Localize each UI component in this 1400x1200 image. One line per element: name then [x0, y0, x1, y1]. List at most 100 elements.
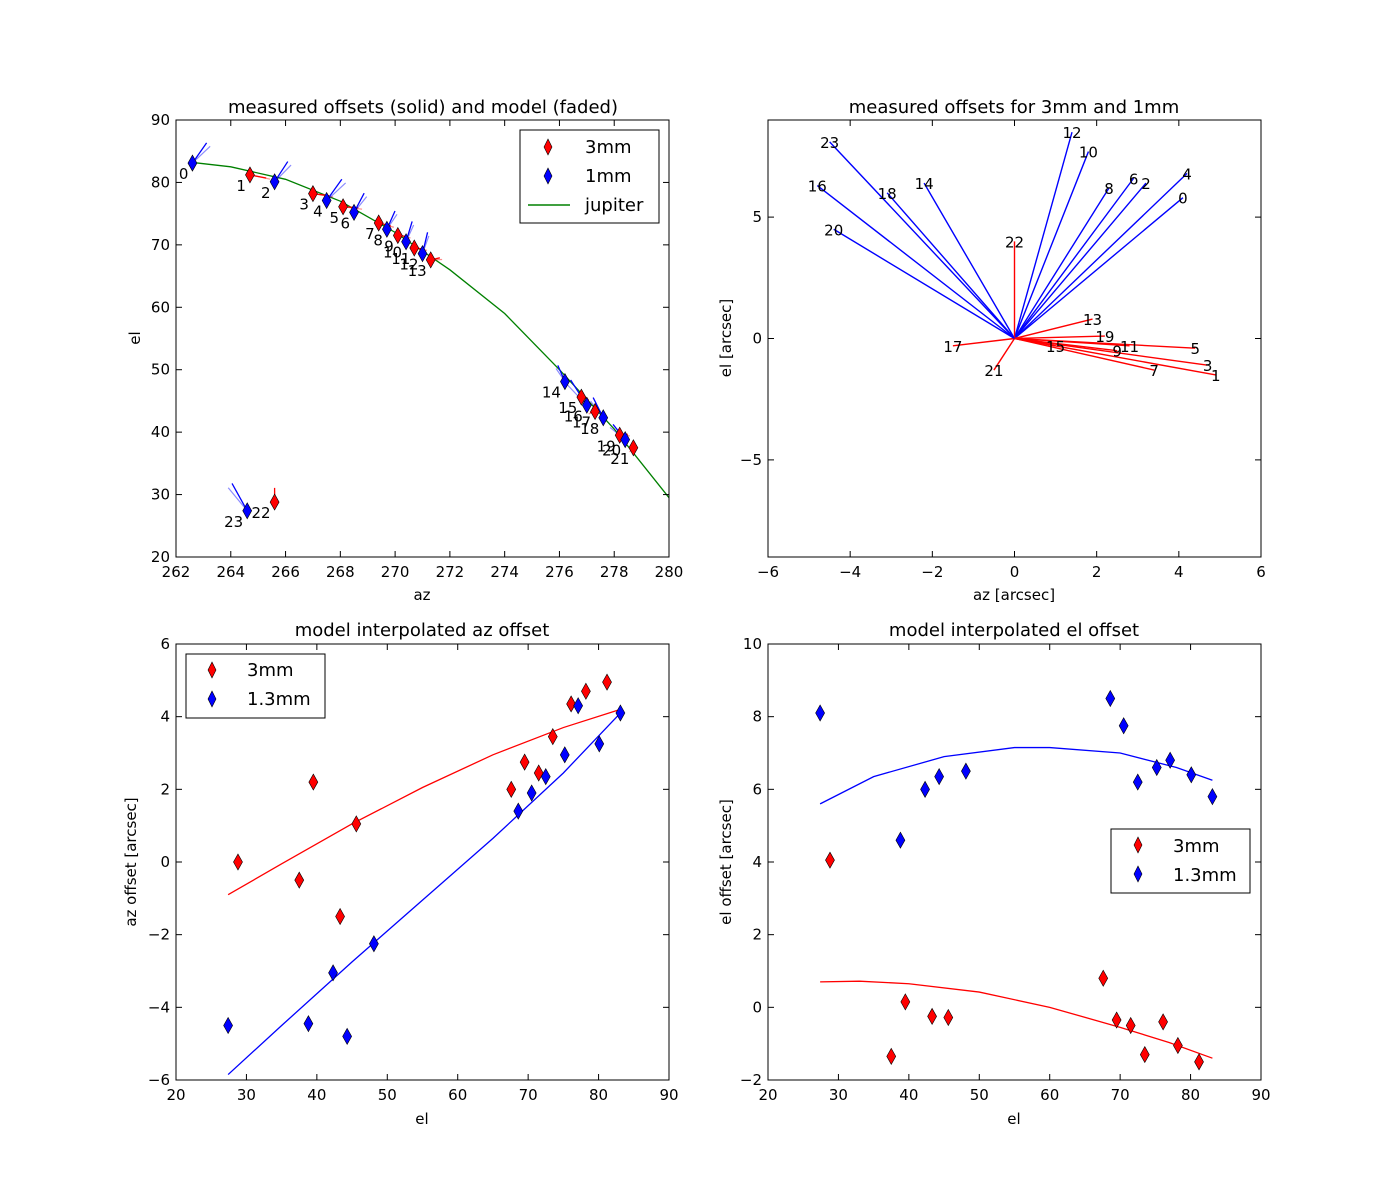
- data-point: [351, 815, 362, 833]
- x-tick-label: 266: [271, 563, 300, 581]
- x-tick-label: 0: [1010, 563, 1020, 581]
- vector-label: 15: [1046, 338, 1065, 356]
- vector-label: 10: [1079, 144, 1098, 162]
- panel-title: model interpolated az offset: [295, 620, 550, 641]
- y-tick-label: 6: [752, 780, 762, 798]
- y-tick-label: −5: [740, 451, 762, 469]
- offset-vector: [1013, 131, 1073, 339]
- vector-label: 14: [915, 175, 934, 193]
- vector-label: 7: [1149, 362, 1159, 380]
- legend-marker-1.3mm: [1133, 865, 1143, 883]
- y-axis-label: el [arcsec]: [717, 299, 735, 377]
- data-point: [895, 831, 906, 849]
- plot-frame: [175, 119, 670, 558]
- data-point: [1165, 751, 1175, 769]
- offset-vector: [993, 338, 1016, 371]
- offset-vector: [952, 337, 1015, 347]
- y-tick-label: 20: [151, 548, 170, 566]
- x-axis-label: az: [413, 586, 430, 604]
- panel-title: measured offsets (solid) and model (fade…: [228, 97, 618, 118]
- vector-label: 22: [1005, 233, 1024, 251]
- x-tick-label: 274: [490, 563, 519, 581]
- data-point: [927, 1007, 937, 1026]
- model-curve: [227, 708, 621, 896]
- legend-box: [1110, 828, 1251, 894]
- measured-vector: [231, 483, 248, 512]
- y-tick-label: 8: [752, 708, 762, 726]
- data-point: [1139, 1045, 1150, 1064]
- data-point: [559, 746, 570, 764]
- data-point: [1186, 766, 1197, 784]
- measured-point: [598, 409, 609, 427]
- vector-label: 11: [1120, 338, 1139, 356]
- data-point: [342, 1027, 352, 1046]
- legend-box: [519, 129, 660, 224]
- y-tick-label: −2: [148, 926, 170, 944]
- legend: 3mm 1mm jupiter: [519, 129, 660, 224]
- offset-vector: [1013, 177, 1135, 339]
- measured-point: [245, 166, 255, 184]
- vector-label: 2: [1141, 175, 1151, 193]
- panel-az-offset: model interpolated az offset 20 30 40 50 60 7…: [122, 620, 679, 1128]
- model-curve: [819, 746, 1213, 805]
- data-point: [886, 1047, 897, 1065]
- x-tick-label: 268: [326, 563, 355, 581]
- panel-title: measured offsets for 3mm and 1mm: [849, 97, 1180, 118]
- point-label: 13: [408, 262, 427, 280]
- point-label: 15: [558, 399, 577, 417]
- y-tick-label: 90: [151, 111, 170, 129]
- legend: 3mm 1.3mm: [185, 653, 326, 719]
- vector-label: 18: [878, 185, 897, 203]
- point-label: 7: [365, 225, 375, 243]
- vector-label: 21: [984, 362, 1003, 380]
- y-tick-label: 0: [752, 330, 762, 348]
- legend-marker-1mm: [543, 167, 553, 185]
- data-point: [1207, 787, 1218, 806]
- offset-vector: [1014, 318, 1093, 340]
- legend-marker-3mm: [207, 661, 217, 679]
- x-tick-label: 280: [655, 563, 684, 581]
- measured-point: [321, 191, 332, 210]
- data-point: [540, 768, 551, 786]
- y-tick-label: −2: [740, 1071, 762, 1089]
- point-layer: [223, 673, 626, 1046]
- data-point: [526, 784, 537, 802]
- legend-label-1.3mm: 1.3mm: [1173, 865, 1237, 886]
- offset-vector: [833, 228, 1015, 340]
- data-point: [934, 768, 944, 786]
- data-point: [1125, 1016, 1136, 1035]
- x-tick-label: 40: [899, 1086, 918, 1104]
- point-label: 12: [399, 256, 418, 274]
- point-label: 0: [179, 165, 189, 183]
- point-label: 5: [330, 209, 340, 227]
- x-tick-label: 278: [600, 563, 629, 581]
- y-tick-label: 30: [151, 486, 170, 504]
- y-tick-label: 2: [160, 780, 170, 798]
- data-point: [1118, 717, 1129, 735]
- point-label: 21: [610, 450, 629, 468]
- point-label: 17: [572, 414, 591, 432]
- measured-point: [269, 173, 280, 191]
- x-tick-label: 272: [436, 563, 465, 581]
- data-point: [223, 1016, 233, 1035]
- data-point: [815, 704, 825, 722]
- model-curve: [820, 980, 1213, 1059]
- point-label: 3: [299, 196, 309, 214]
- data-point: [1105, 689, 1116, 708]
- x-tick-label: 270: [381, 563, 410, 581]
- measured-point: [417, 244, 428, 263]
- data-point: [1158, 1013, 1168, 1031]
- model-vector: [227, 487, 248, 512]
- offset-vector: [816, 184, 1015, 340]
- x-tick-label: 262: [162, 563, 191, 581]
- x-tick-label: 4: [1174, 563, 1184, 581]
- data-point: [1173, 1036, 1183, 1055]
- legend-label-3mm: 3mm: [1173, 836, 1220, 857]
- data-point: [1151, 758, 1162, 777]
- x-tick-label: 40: [307, 1086, 326, 1104]
- legend-label-3mm: 3mm: [247, 660, 294, 681]
- y-tick-label: 0: [752, 998, 762, 1016]
- point-label: 20: [602, 442, 621, 460]
- offset-vector: [1014, 172, 1188, 340]
- vector-label: 13: [1083, 311, 1102, 329]
